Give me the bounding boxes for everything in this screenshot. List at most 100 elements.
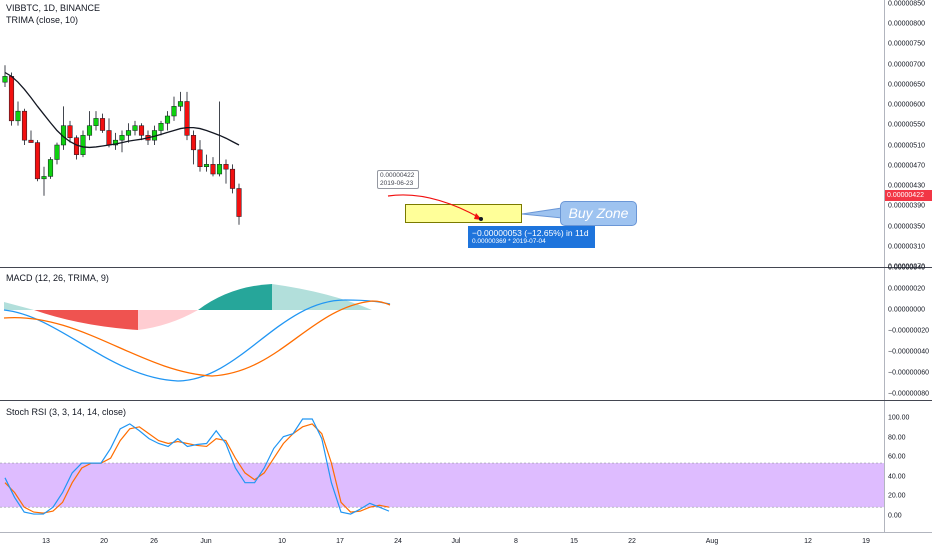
- candle-body: [164, 115, 171, 124]
- candle-body: [138, 125, 145, 136]
- price-tick-label: 0.00000350: [888, 223, 925, 231]
- candle-body: [236, 188, 242, 217]
- bar-tooltip: 0.00000422 2019-06-23: [377, 170, 419, 189]
- candle-body: [2, 76, 8, 83]
- macd-line: [3, 299, 391, 382]
- macd-tick-label: −0.00000040: [888, 348, 930, 356]
- candle-body: [21, 110, 28, 141]
- time-tick-label: Jun: [200, 538, 212, 545]
- price-pane[interactable]: VIBBTC, 1D, BINANCE TRIMA (close, 10) 0.…: [0, 0, 932, 271]
- rsi-tick-label: 100.00: [888, 414, 910, 422]
- symbol-title: VIBBTC, 1D, BINANCE: [6, 3, 101, 13]
- time-tick-label: 24: [394, 538, 402, 545]
- candle-body: [112, 139, 119, 146]
- macd-legend[interactable]: MACD (12, 26, TRIMA, 9): [6, 273, 109, 283]
- price-tick-label: 0.00000750: [888, 40, 925, 48]
- time-tick-label: 13: [42, 538, 50, 545]
- candle-body: [28, 139, 34, 143]
- symbol-legend[interactable]: VIBBTC, 1D, BINANCE TRIMA (close, 10): [6, 2, 100, 26]
- price-tick-label: 0.00000510: [888, 142, 925, 150]
- macd-tick-label: −0.00000060: [888, 369, 930, 377]
- time-tick-label: 17: [336, 538, 344, 545]
- macd-tick-label: −0.00000080: [888, 390, 930, 398]
- candle-body: [80, 135, 86, 155]
- measure-target: 0.00000369 * 2019-07-04: [472, 238, 546, 245]
- macd-tick-label: −0.00000020: [888, 327, 930, 335]
- macd-histogram: [272, 284, 372, 310]
- tooltip-date: 2019-06-23: [380, 180, 414, 187]
- price-tick-label: 0.00000650: [888, 81, 925, 89]
- time-tick-label: 26: [150, 538, 158, 545]
- candle-body: [210, 164, 216, 175]
- time-tick-label: 10: [278, 538, 286, 545]
- candle-body: [34, 142, 41, 180]
- trima-legend[interactable]: TRIMA (close, 10): [6, 15, 79, 25]
- time-tick-label: 8: [514, 538, 518, 545]
- stoch-d-line: [4, 423, 390, 514]
- price-tick-label: 0.00000550: [888, 121, 925, 129]
- candle-body: [125, 130, 132, 136]
- macd-pane[interactable]: MACD (12, 26, TRIMA, 9) 0.00000040 0.0000…: [0, 265, 932, 400]
- stoch-rsi-pane[interactable]: Stoch RSI (3, 3, 14, 14, close) 100.00 80…: [0, 401, 932, 532]
- candle-body: [73, 137, 80, 155]
- rsi-tick-label: 40.00: [888, 473, 906, 481]
- last-price-flag: 0.00000422: [885, 190, 932, 201]
- buy-zone-callout[interactable]: Buy Zone: [560, 201, 637, 226]
- time-tick-label: 20: [100, 538, 108, 545]
- price-tick-label: 0.00000390: [888, 202, 925, 210]
- candle-body: [203, 164, 210, 167]
- time-tick-label: 22: [628, 538, 636, 545]
- stoch-rsi-chart[interactable]: [0, 401, 884, 532]
- candle-body: [190, 135, 197, 151]
- candle-body: [8, 76, 15, 122]
- candle-body: [171, 106, 177, 117]
- buy-zone-rectangle[interactable]: [405, 204, 522, 223]
- time-tick-label: Jul: [451, 538, 461, 545]
- candle-body: [216, 164, 223, 175]
- measure-change: −0.00000053 (−12.65%) in 11d: [472, 228, 589, 238]
- rsi-tick-label: 0.00: [888, 512, 902, 520]
- macd-histogram: [198, 284, 272, 310]
- price-axis-line: [884, 0, 885, 532]
- time-tick-label: 12: [804, 538, 812, 545]
- candle-body: [41, 176, 47, 180]
- candle-body: [106, 130, 112, 146]
- signal-line: [3, 300, 391, 377]
- time-tick-label: 19: [862, 538, 870, 545]
- price-range-measure[interactable]: −0.00000053 (−12.65%) in 11d 0.00000369 …: [468, 226, 595, 248]
- price-tick-label: 0.00000430: [888, 182, 925, 190]
- macd-tick-label: 0.00000000: [888, 306, 925, 314]
- macd-chart[interactable]: [0, 268, 884, 400]
- macd-tick-label: 0.00000020: [888, 285, 925, 293]
- candle-body: [158, 123, 164, 131]
- candle-body: [93, 118, 99, 126]
- time-tick-label: Aug: [705, 538, 719, 545]
- price-tick-label: 0.00000850: [888, 0, 925, 8]
- candle-body: [15, 110, 21, 122]
- candle-body: [184, 101, 190, 136]
- candle-body: [119, 135, 125, 141]
- rsi-tick-label: 20.00: [888, 492, 906, 500]
- price-tick-label: 0.00000700: [888, 61, 925, 69]
- stoch-k-line: [4, 418, 390, 515]
- price-chart[interactable]: [0, 0, 884, 267]
- trima-line: [4, 71, 240, 149]
- stoch-rsi-legend[interactable]: Stoch RSI (3, 3, 14, 14, close): [6, 407, 127, 417]
- macd-histogram: [4, 302, 34, 310]
- candle-body: [86, 125, 93, 136]
- time-axis-line: [0, 532, 932, 533]
- candle-body: [67, 125, 73, 138]
- rsi-tick-label: 80.00: [888, 434, 906, 442]
- tooltip-price: 0.00000422: [380, 172, 415, 179]
- candle-body: [223, 164, 229, 170]
- price-tick-label: 0.00000310: [888, 243, 925, 251]
- price-tick-label: 0.00000470: [888, 162, 925, 170]
- candle-body: [229, 168, 236, 189]
- price-tick-label: 0.00000800: [888, 20, 925, 28]
- rsi-band: [0, 463, 884, 508]
- rsi-tick-label: 60.00: [888, 453, 906, 461]
- candle-body: [177, 101, 184, 107]
- candle-body: [47, 159, 54, 177]
- pane-separator[interactable]: [0, 267, 932, 268]
- pane-separator[interactable]: [0, 400, 932, 401]
